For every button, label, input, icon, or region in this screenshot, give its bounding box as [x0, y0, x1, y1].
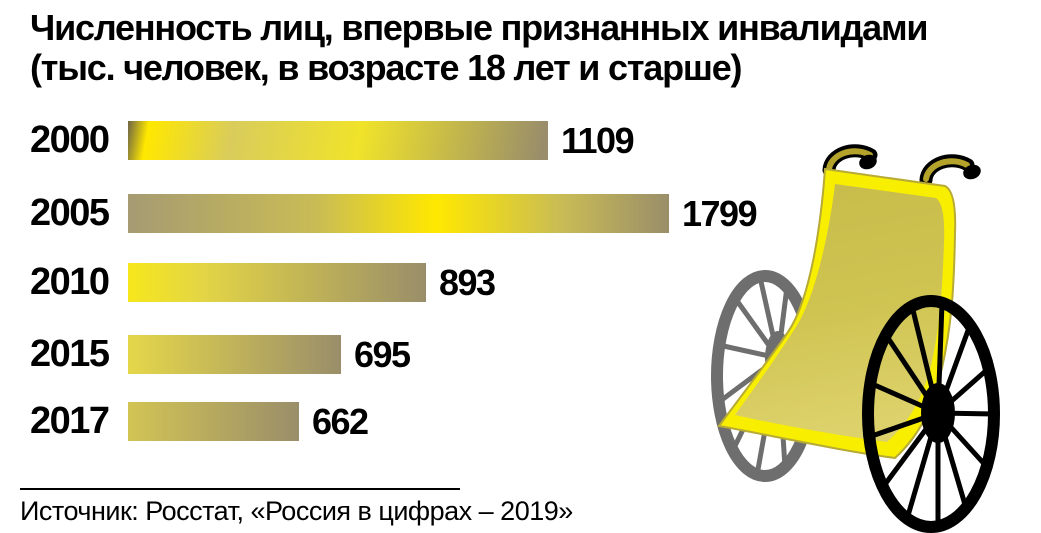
wheelchair-illustration	[711, 144, 1000, 533]
chart-title-line1: Численность лиц, впервые признанных инва…	[30, 7, 929, 48]
year-label: 2005	[30, 192, 110, 234]
bar-2005	[128, 194, 669, 233]
bar-row-2015: 2015 695	[30, 333, 411, 375]
bar-2015	[128, 335, 341, 374]
year-label: 2015	[30, 333, 110, 375]
bar-2010	[128, 263, 426, 302]
chart-title-line2: (тыс. человек, в возрасте 18 лет и старш…	[30, 47, 743, 88]
bar-row-2010: 2010 893	[30, 261, 496, 303]
bar-2017	[128, 402, 299, 441]
value-label: 695	[354, 334, 411, 375]
year-label: 2010	[30, 261, 110, 303]
source-divider	[20, 488, 460, 490]
value-label: 1799	[682, 193, 758, 234]
source-text: Источник: Росстат, «Россия в цифрах – 20…	[20, 496, 573, 526]
bar-row-2005: 2005 1799	[30, 192, 758, 234]
bar-row-2017: 2017 662	[30, 400, 369, 442]
wheelchair-handles-icon	[822, 144, 981, 187]
chart-title: Численность лиц, впервые признанных инва…	[30, 7, 929, 88]
year-label: 2017	[30, 400, 110, 442]
value-label: 1109	[561, 120, 635, 161]
bar-row-2000: 2000 1109	[30, 119, 635, 161]
wheelchair-front-wheel-icon	[862, 295, 1000, 533]
value-label: 662	[312, 401, 369, 442]
bar-2000	[128, 121, 548, 160]
wheelchair-seat-icon	[717, 167, 957, 460]
year-label: 2000	[30, 119, 110, 161]
value-label: 893	[439, 262, 496, 303]
